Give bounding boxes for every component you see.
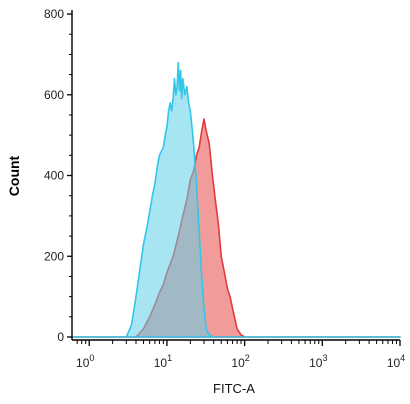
x-tick-label: 101 — [154, 353, 172, 370]
x-tick-label: 104 — [387, 353, 405, 370]
y-tick-label: 400 — [44, 169, 64, 183]
y-tick-label: 600 — [44, 88, 64, 102]
x-tick-label: 100 — [76, 353, 94, 370]
ticks-layer: 0 200 400 600 800 100 101 102 103 104 — [44, 7, 405, 370]
axes-layer — [71, 10, 400, 341]
histogram-series-1 — [71, 118, 401, 338]
histogram-series-2 — [71, 61, 401, 338]
y-tick-label: 800 — [44, 7, 64, 21]
y-tick-label: 0 — [57, 330, 64, 344]
series-layer — [71, 61, 401, 338]
x-axis-title: FITC-A — [213, 381, 255, 396]
x-tick-label: 102 — [231, 353, 249, 370]
x-tick-label: 103 — [309, 353, 327, 370]
y-axis-title: Count — [6, 155, 22, 196]
y-tick-label: 200 — [44, 249, 64, 263]
